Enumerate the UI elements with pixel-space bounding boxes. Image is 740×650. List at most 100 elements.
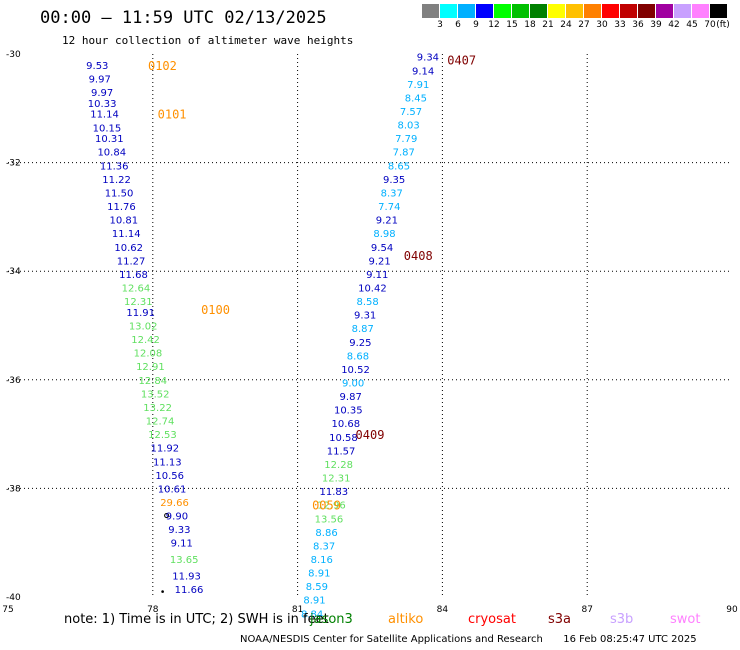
page-title: 00:00 — 11:59 UTC 02/13/2025	[40, 8, 327, 28]
swh-value-label: 9.00	[342, 379, 364, 390]
pass-label: 0409	[356, 428, 385, 442]
swh-value-label: 10.35	[334, 406, 363, 417]
color-scale-label: 33	[614, 20, 626, 30]
swh-value-label: 11.22	[102, 175, 131, 186]
swh-value-label: 8.16	[311, 555, 333, 566]
swh-value-label: 9.21	[369, 256, 391, 267]
lon-tick-label: 87	[581, 605, 592, 615]
swh-value-label: 8.68	[347, 351, 369, 362]
pass-label: 0408	[404, 249, 433, 263]
swh-value-label: 12.42	[131, 335, 160, 346]
color-swatch	[422, 4, 440, 18]
swh-value-label: 13.22	[143, 403, 172, 414]
pass-label: 0407	[447, 53, 476, 67]
lat-tick-label: -34	[6, 267, 21, 277]
swh-value-label: 8.91	[308, 569, 330, 580]
lon-tick-label: 81	[292, 605, 303, 615]
color-scale-label: 27	[578, 20, 590, 30]
color-scale-label: 70	[704, 20, 716, 30]
swh-value-label: 10.33	[88, 99, 117, 110]
color-swatch	[620, 4, 638, 18]
color-scale-label: 3	[437, 20, 443, 30]
swh-value-label: 8.37	[381, 188, 403, 199]
swh-value-label: 9.97	[89, 74, 111, 85]
swh-value-label: 9.31	[354, 311, 376, 322]
swh-value-label: 9.87	[340, 392, 362, 403]
color-scale-label: 21	[542, 20, 554, 30]
swh-value-label: 9.34	[417, 53, 439, 64]
swh-value-label: 9.14	[412, 66, 434, 77]
swh-value-label: 8.65	[388, 161, 410, 172]
color-scale-label: 12	[488, 20, 500, 30]
swh-value-label: 8.45	[405, 93, 427, 104]
swh-value-label: 9.33	[168, 525, 190, 536]
color-swatch	[656, 4, 674, 18]
swh-value-label: 10.62	[114, 243, 143, 254]
swh-value-label: 29.66	[160, 498, 189, 509]
swh-value-label: 10.61	[158, 484, 187, 495]
swh-value-label: 11.36	[100, 161, 129, 172]
swh-value-label: 12.31	[322, 474, 351, 485]
color-swatch	[692, 4, 710, 18]
swh-value-label: 11.50	[105, 188, 134, 199]
color-swatch	[638, 4, 656, 18]
swh-value-label: 12.96	[317, 501, 346, 512]
color-scale-label: 30	[596, 20, 608, 30]
credit-org: NOAA/NESDIS Center for Satellite Applica…	[240, 634, 543, 645]
swh-value-label: 11.66	[175, 585, 204, 596]
swh-value-label: 11.27	[117, 256, 146, 267]
swh-value-label: 13.02	[129, 322, 158, 333]
color-swatch	[494, 4, 512, 18]
swh-value-label: 8.87	[352, 324, 374, 335]
pass-label: 0059	[312, 499, 341, 513]
swh-value-label: 11.57	[327, 446, 356, 457]
credit-timestamp: 16 Feb 08:25:47 UTC 2025	[563, 634, 697, 645]
swh-value-label: 10.15	[93, 123, 122, 134]
swh-value-label: 9.53	[86, 61, 108, 72]
swh-value-label: 12.91	[136, 362, 165, 373]
color-swatch	[710, 4, 728, 18]
pass-label: 0102	[148, 59, 177, 73]
lat-tick-label: -40	[6, 593, 21, 603]
color-swatch	[512, 4, 530, 18]
swh-value-label: 10.52	[341, 365, 370, 376]
pass-label: 0101	[158, 108, 187, 122]
lat-tick-label: -30	[6, 50, 21, 60]
marker-circle	[164, 513, 170, 519]
swh-value-label: 7.91	[407, 80, 429, 91]
swh-value-label: 11.14	[112, 229, 141, 240]
swh-value-label: 7.74	[378, 202, 400, 213]
swh-value-label: 10.56	[155, 471, 184, 482]
color-swatch	[440, 4, 458, 18]
swh-value-label: 8.86	[315, 528, 337, 539]
color-scale-label: 9	[473, 20, 479, 30]
legend-item-swot: swot	[670, 612, 701, 627]
lon-tick-label: 78	[147, 605, 159, 615]
swh-value-label: 8.59	[306, 582, 328, 593]
color-scale-label: 18	[524, 20, 536, 30]
credit-line: NOAA/NESDIS Center for Satellite Applica…	[240, 634, 697, 645]
color-swatch	[458, 4, 476, 18]
swh-value-label: 12.28	[324, 460, 353, 471]
swh-value-label: 8.98	[373, 229, 395, 240]
swh-value-label: 10.58	[329, 433, 358, 444]
color-swatch	[566, 4, 584, 18]
swh-value-label: 12.31	[124, 297, 153, 308]
lon-tick-label: 75	[2, 605, 13, 615]
lat-tick-label: -32	[6, 159, 21, 169]
swh-value-label: 9.35	[383, 175, 405, 186]
swh-value-label: 11.14	[90, 110, 119, 121]
swh-value-label: 12.84	[138, 376, 167, 387]
legend-item-s3a: s3a	[548, 612, 572, 627]
swh-value-label: 7.79	[395, 134, 417, 145]
swh-value-label: 10.84	[97, 148, 126, 159]
swh-value-label: 9.21	[376, 216, 398, 227]
swh-value-label: 13.65	[170, 555, 199, 566]
color-scale-label: 42	[668, 20, 680, 30]
swh-value-label: 13.56	[315, 514, 344, 525]
swh-value-label: 13.52	[141, 389, 170, 400]
swh-value-label: 8.37	[313, 541, 335, 552]
swh-value-label: 11.91	[126, 308, 155, 319]
swh-value-label: 9.97	[91, 88, 113, 99]
